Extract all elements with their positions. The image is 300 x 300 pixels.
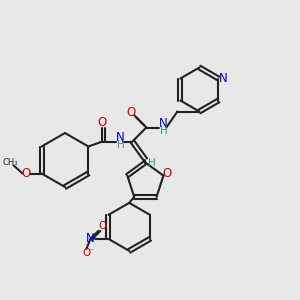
Text: O: O bbox=[21, 167, 30, 180]
Text: O: O bbox=[98, 221, 106, 231]
Text: O: O bbox=[127, 106, 136, 119]
Text: H: H bbox=[148, 158, 155, 167]
Text: CH₃: CH₃ bbox=[3, 158, 18, 167]
Text: +: + bbox=[91, 236, 96, 240]
Text: N: N bbox=[159, 117, 168, 130]
Text: N: N bbox=[219, 72, 228, 85]
Text: ⁻: ⁻ bbox=[89, 246, 93, 255]
Text: N: N bbox=[86, 232, 95, 245]
Text: O: O bbox=[82, 248, 91, 258]
Text: O: O bbox=[98, 116, 107, 129]
Text: O: O bbox=[163, 167, 172, 180]
Text: H: H bbox=[116, 140, 124, 151]
Text: H: H bbox=[160, 127, 167, 136]
Text: N: N bbox=[116, 131, 125, 144]
